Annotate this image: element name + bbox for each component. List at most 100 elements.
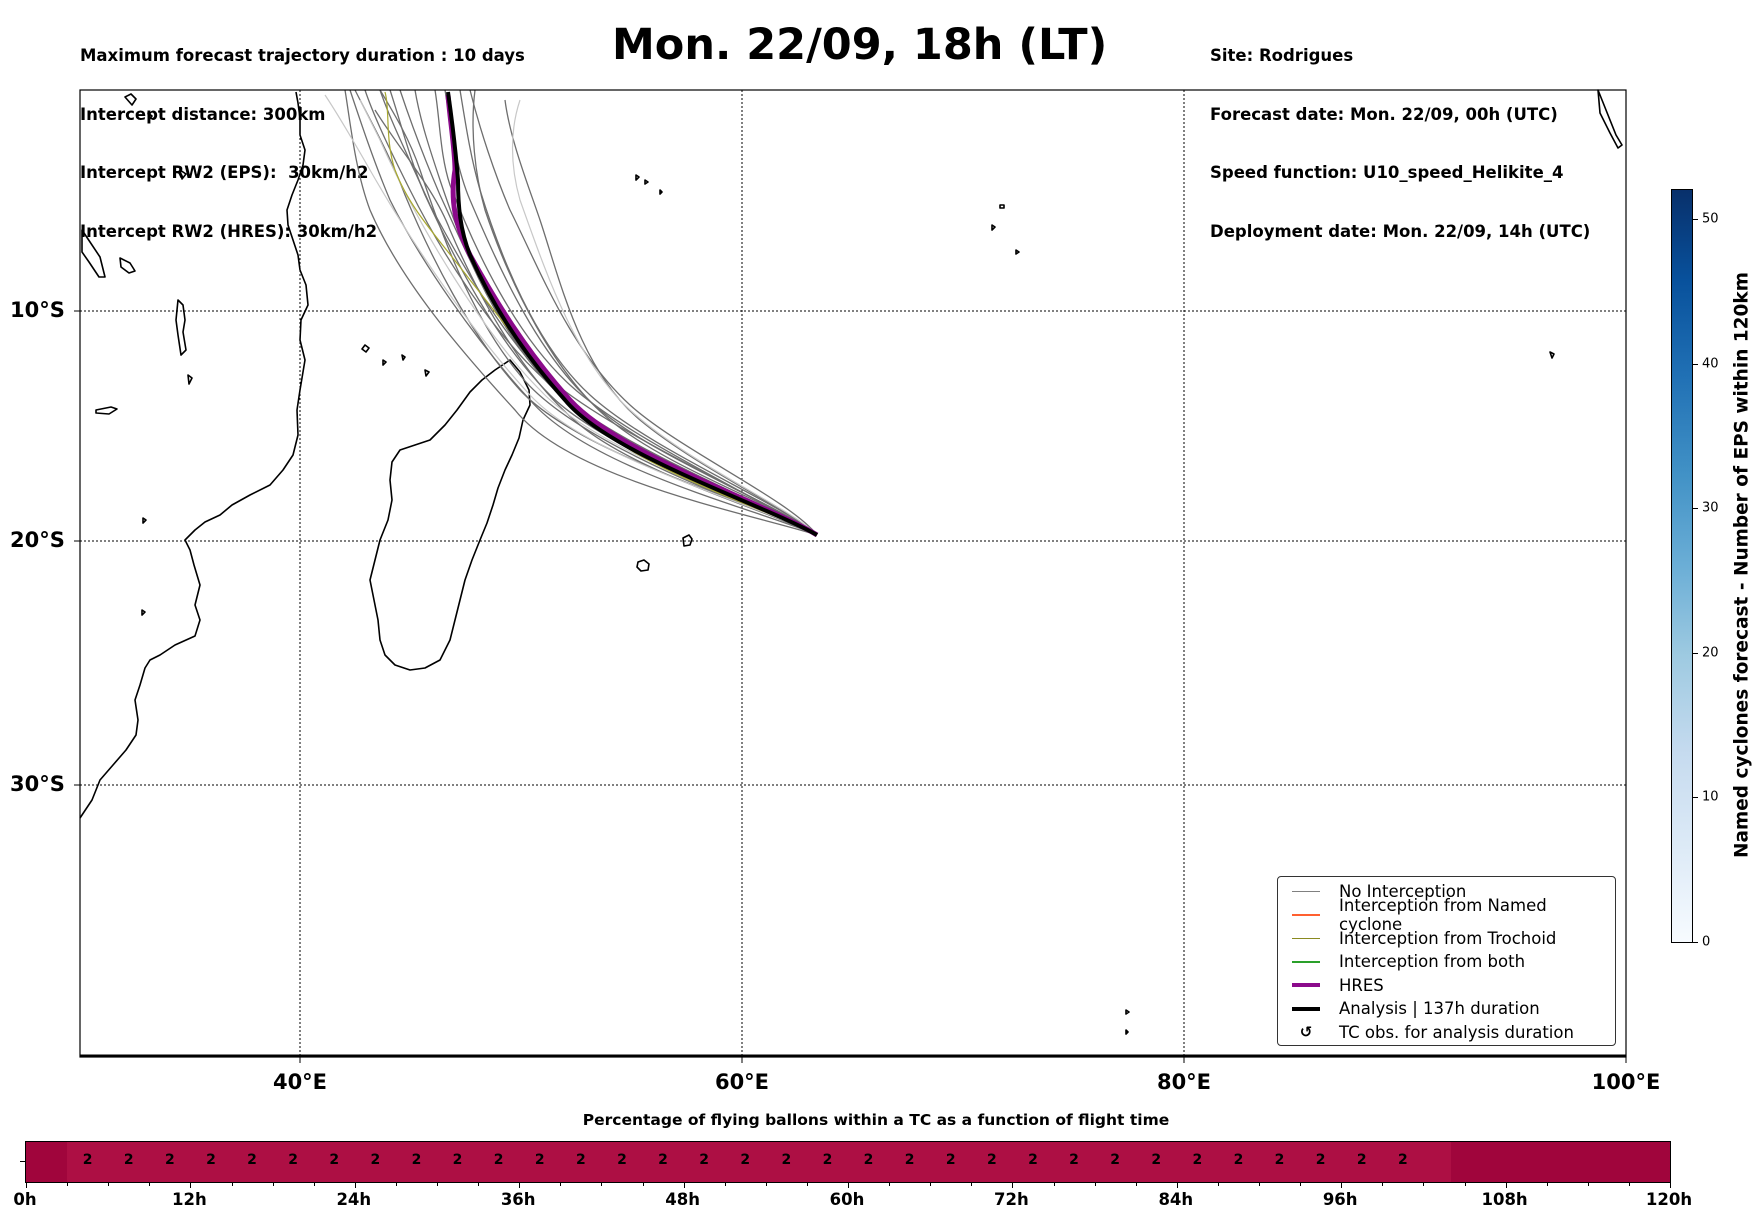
timeline-cell-value: 2: [288, 1152, 299, 1168]
timeline-tick: [1094, 1182, 1096, 1186]
timeline-cell-value: 2: [1397, 1152, 1408, 1168]
timeline-cell-value: 2: [1233, 1152, 1244, 1168]
legend-label: Interception from Named cyclone: [1339, 896, 1547, 935]
colorbar-tick: [1693, 218, 1698, 220]
chagos: [991, 204, 1020, 255]
comoros-islands: [361, 344, 430, 377]
timeline-tick: [848, 1182, 849, 1188]
timeline-cell-value: 2: [1356, 1152, 1367, 1168]
timeline-cell-value: 2: [822, 1152, 833, 1168]
timeline-tick: [806, 1182, 808, 1186]
lon-label-100e: 100°E: [1591, 1070, 1661, 1094]
timeline-inner-band: [67, 1142, 1451, 1182]
legend-item: ↺ TC obs. for analysis duration: [1286, 1020, 1607, 1043]
kenya-lake: [119, 257, 136, 274]
legend-item: No Interception: [1286, 880, 1607, 903]
timeline-tick: [1382, 1182, 1384, 1186]
timeline-tick: [642, 1182, 644, 1186]
timeline-cell-value: 2: [411, 1152, 422, 1168]
timeline-cell-value: 2: [904, 1152, 915, 1168]
timeline-tick: [1341, 1182, 1343, 1188]
forecast-date-line: Forecast date: Mon. 22/09, 00h (UTC): [1210, 104, 1558, 124]
timeline-tick: [149, 1182, 151, 1186]
colorbar-tick: [1693, 942, 1698, 943]
timeline-cell-value: 2: [781, 1152, 792, 1168]
colorbar-tick: [1693, 363, 1698, 365]
lat-label-30s: 30°S: [10, 772, 65, 796]
site-line: Site: Rodrigues: [1210, 46, 1354, 65]
legend-label: Analysis | 137h duration: [1339, 999, 1540, 1019]
legend-item: Interception from both: [1286, 950, 1607, 973]
timeline-cell-value: 2: [740, 1152, 751, 1168]
timeline-bar: 2 2 2 2 2 2 2 2 2 2 2 2 2 2 2 2 2 2 2 2 2 2 2 2 2 2 2 2 2 2 2 2 2: [25, 1141, 1671, 1188]
timeline-tick: [437, 1182, 438, 1186]
timeline-cell-value: 2: [863, 1152, 874, 1168]
colorbar-tick-label: 40: [1702, 356, 1719, 372]
legend-label: HRES: [1339, 975, 1384, 995]
timeline-hour-label: 12h: [172, 1190, 207, 1209]
seychelles: [635, 174, 663, 195]
timeline-cell-value: 2: [534, 1152, 545, 1168]
timeline-tick: [395, 1182, 397, 1186]
param-line: Intercept distance: 300km: [80, 104, 326, 124]
timeline-hour-label: 84h: [1158, 1190, 1194, 1209]
tromelin: [1549, 351, 1555, 359]
timeline-cell-value: 2: [329, 1152, 340, 1168]
timeline-cell-value: 2: [247, 1152, 257, 1168]
legend-line-icon: [1286, 885, 1326, 899]
lat-label-20s: 20°S: [10, 528, 65, 552]
timeline-tick: [26, 1182, 27, 1188]
timeline-tick: [1464, 1182, 1466, 1186]
timeline-cell-value: 2: [452, 1152, 463, 1168]
timeline-cell-value: 2: [493, 1152, 504, 1168]
timeline-tick: [1423, 1182, 1425, 1186]
timeline-hour-label: 60h: [829, 1190, 865, 1209]
timeline-tick: [272, 1182, 274, 1186]
graticule: [80, 90, 1626, 1057]
timeline-tick: [1053, 1182, 1055, 1186]
param-line: Maximum forecast trajectory duration : 1…: [80, 46, 525, 65]
legend-item: Interception from Named cyclone: [1286, 896, 1607, 934]
timeline-tick: [1012, 1182, 1014, 1188]
timeline-title: Percentage of flying ballons within a TC…: [582, 1111, 1170, 1129]
timeline-hour-label: 24h: [336, 1190, 372, 1209]
tc-obs-marker-icon: ↺: [1299, 1023, 1313, 1042]
forecast-parameters: Maximum forecast trajectory duration : 1…: [80, 7, 525, 261]
axis-ticks: [74, 310, 1627, 1063]
timeline-cell-value: 2: [1192, 1152, 1203, 1168]
timeline-cell-value: 2: [164, 1152, 175, 1168]
timeline-tick: [1217, 1182, 1219, 1186]
speed-function-line: Speed function: U10_speed_Helikite_4: [1210, 163, 1564, 182]
timeline-tick: [1587, 1182, 1589, 1186]
lat-label-10s: 10°S: [10, 298, 65, 322]
timeline-tick: [1546, 1182, 1548, 1186]
timeline-hour-label: 0h: [13, 1190, 37, 1209]
page-title: Mon. 22/09, 18h (LT): [612, 20, 1108, 70]
trochoid-trajectories: [384, 91, 818, 536]
kenya-coast-small: [81, 229, 106, 278]
ne-island: [1597, 89, 1623, 149]
colorbar-tick-label: 50: [1702, 211, 1719, 227]
timeline-tick: [560, 1182, 562, 1186]
timeline-tick: [108, 1182, 110, 1186]
timeline-tick: [67, 1182, 69, 1186]
timeline-tick: [1135, 1182, 1137, 1186]
colorbar-tick: [1693, 652, 1698, 654]
timeline-cell-value: 2: [699, 1152, 710, 1168]
legend-line-icon: [1286, 978, 1326, 992]
timeline-cell-value: 2: [1315, 1152, 1326, 1168]
colorbar-tick-label: 0: [1702, 934, 1711, 950]
legend-label: No Interception: [1339, 882, 1467, 902]
timeline-tick: [478, 1182, 480, 1186]
timeline-cell-value: 2: [1028, 1152, 1038, 1168]
colorbar-tick: [1693, 508, 1698, 510]
timeline-cell-value: 2: [1274, 1152, 1285, 1168]
timeline-cell-value: 2: [575, 1152, 586, 1168]
colorbar-tick-label: 20: [1702, 645, 1719, 661]
timeline-tick: [1300, 1182, 1302, 1186]
analysis-track: [446, 91, 818, 537]
mauritius: [682, 534, 693, 547]
timeline-tick: [1628, 1182, 1630, 1186]
lake-malawi: [95, 406, 118, 415]
